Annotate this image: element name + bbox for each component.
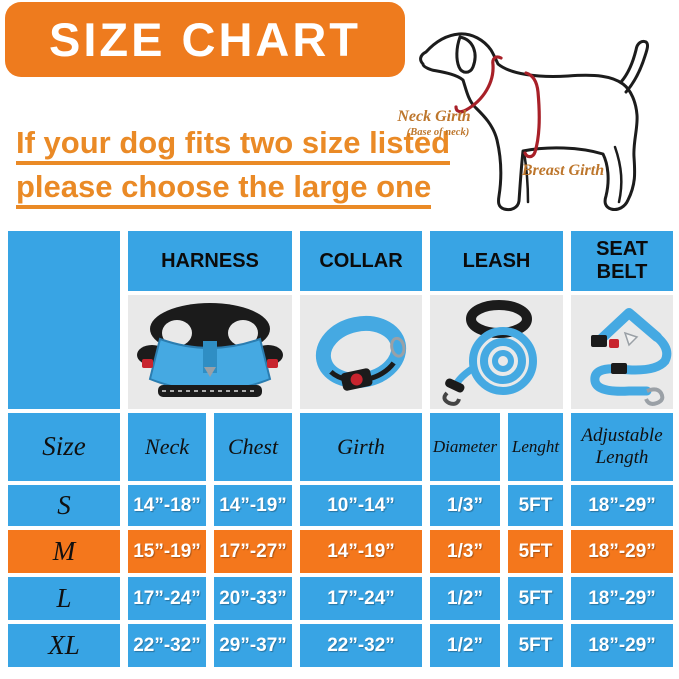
column-group-leash: LEASH bbox=[430, 231, 563, 291]
column-header-girth: Girth bbox=[300, 413, 422, 481]
dog-measurement-diagram: Neck Girth (Base of neck) Breast Girth bbox=[390, 12, 678, 227]
neck-girth-sublabel: (Base of neck) bbox=[406, 127, 470, 138]
column-header-size: Size bbox=[8, 413, 120, 481]
row-s-neck: 14”-18” bbox=[128, 485, 206, 526]
row-l-length: 5FT bbox=[508, 577, 563, 620]
girth-measure-lines bbox=[454, 55, 541, 159]
dog-outline-illustration bbox=[419, 32, 650, 212]
size-table: HARNESS COLLAR LEASH SEAT BELT bbox=[8, 231, 673, 667]
row-m-size: M bbox=[8, 530, 120, 573]
row-xl-neck: 22”-32” bbox=[128, 624, 206, 667]
row-l-adjustable: 18”-29” bbox=[571, 577, 673, 620]
table-corner-cell bbox=[8, 231, 120, 409]
breast-girth-label: Breast Girth bbox=[521, 162, 605, 179]
collar-photo bbox=[300, 295, 422, 409]
row-m-adjustable: 18”-29” bbox=[571, 530, 673, 573]
row-m-diameter: 1/3” bbox=[430, 530, 500, 573]
row-xl-length: 5FT bbox=[508, 624, 563, 667]
row-l-girth: 17”-24” bbox=[300, 577, 422, 620]
column-header-chest: Chest bbox=[214, 413, 292, 481]
seatbelt-photo bbox=[571, 295, 673, 409]
row-m-neck: 15”-19” bbox=[128, 530, 206, 573]
row-s-girth: 10”-14” bbox=[300, 485, 422, 526]
row-s-size: S bbox=[8, 485, 120, 526]
row-s-adjustable: 18”-29” bbox=[571, 485, 673, 526]
column-group-harness: HARNESS bbox=[128, 231, 292, 291]
column-header-adjustable-length: Adjustable Length bbox=[571, 413, 673, 481]
page-title: SIZE CHART bbox=[49, 13, 361, 66]
leash-photo bbox=[430, 295, 563, 409]
size-chart-banner: SIZE CHART bbox=[5, 2, 405, 77]
row-m-girth: 14”-19” bbox=[300, 530, 422, 573]
column-header-diameter: Diameter bbox=[430, 413, 500, 481]
column-header-neck: Neck bbox=[128, 413, 206, 481]
seatbelt-image bbox=[590, 308, 672, 406]
row-l-size: L bbox=[8, 577, 120, 620]
row-m-chest: 17”-27” bbox=[214, 530, 292, 573]
collar-image bbox=[315, 315, 407, 391]
column-group-seat-belt: SEAT BELT bbox=[571, 231, 673, 291]
row-xl-diameter: 1/2” bbox=[430, 624, 500, 667]
column-header-lenght: Lenght bbox=[508, 413, 563, 481]
harness-image bbox=[137, 303, 283, 397]
column-group-collar: COLLAR bbox=[300, 231, 422, 291]
harness-photo bbox=[128, 295, 292, 409]
row-xl-chest: 29”-37” bbox=[214, 624, 292, 667]
row-s-diameter: 1/3” bbox=[430, 485, 500, 526]
note-line-1: If your dog fits two size listed bbox=[16, 127, 451, 165]
row-xl-size: XL bbox=[8, 624, 120, 667]
row-m-length: 5FT bbox=[508, 530, 563, 573]
row-l-neck: 17”-24” bbox=[128, 577, 206, 620]
neck-girth-label: Neck Girth bbox=[397, 108, 471, 125]
leash-image bbox=[441, 300, 537, 406]
row-s-chest: 14”-19” bbox=[214, 485, 292, 526]
row-xl-adjustable: 18”-29” bbox=[571, 624, 673, 667]
sizing-note: If your dog fits two size listed please … bbox=[16, 127, 451, 215]
row-l-chest: 20”-33” bbox=[214, 577, 292, 620]
note-line-2: please choose the large one bbox=[16, 171, 450, 209]
row-xl-girth: 22”-32” bbox=[300, 624, 422, 667]
row-s-length: 5FT bbox=[508, 485, 563, 526]
row-l-diameter: 1/2” bbox=[430, 577, 500, 620]
